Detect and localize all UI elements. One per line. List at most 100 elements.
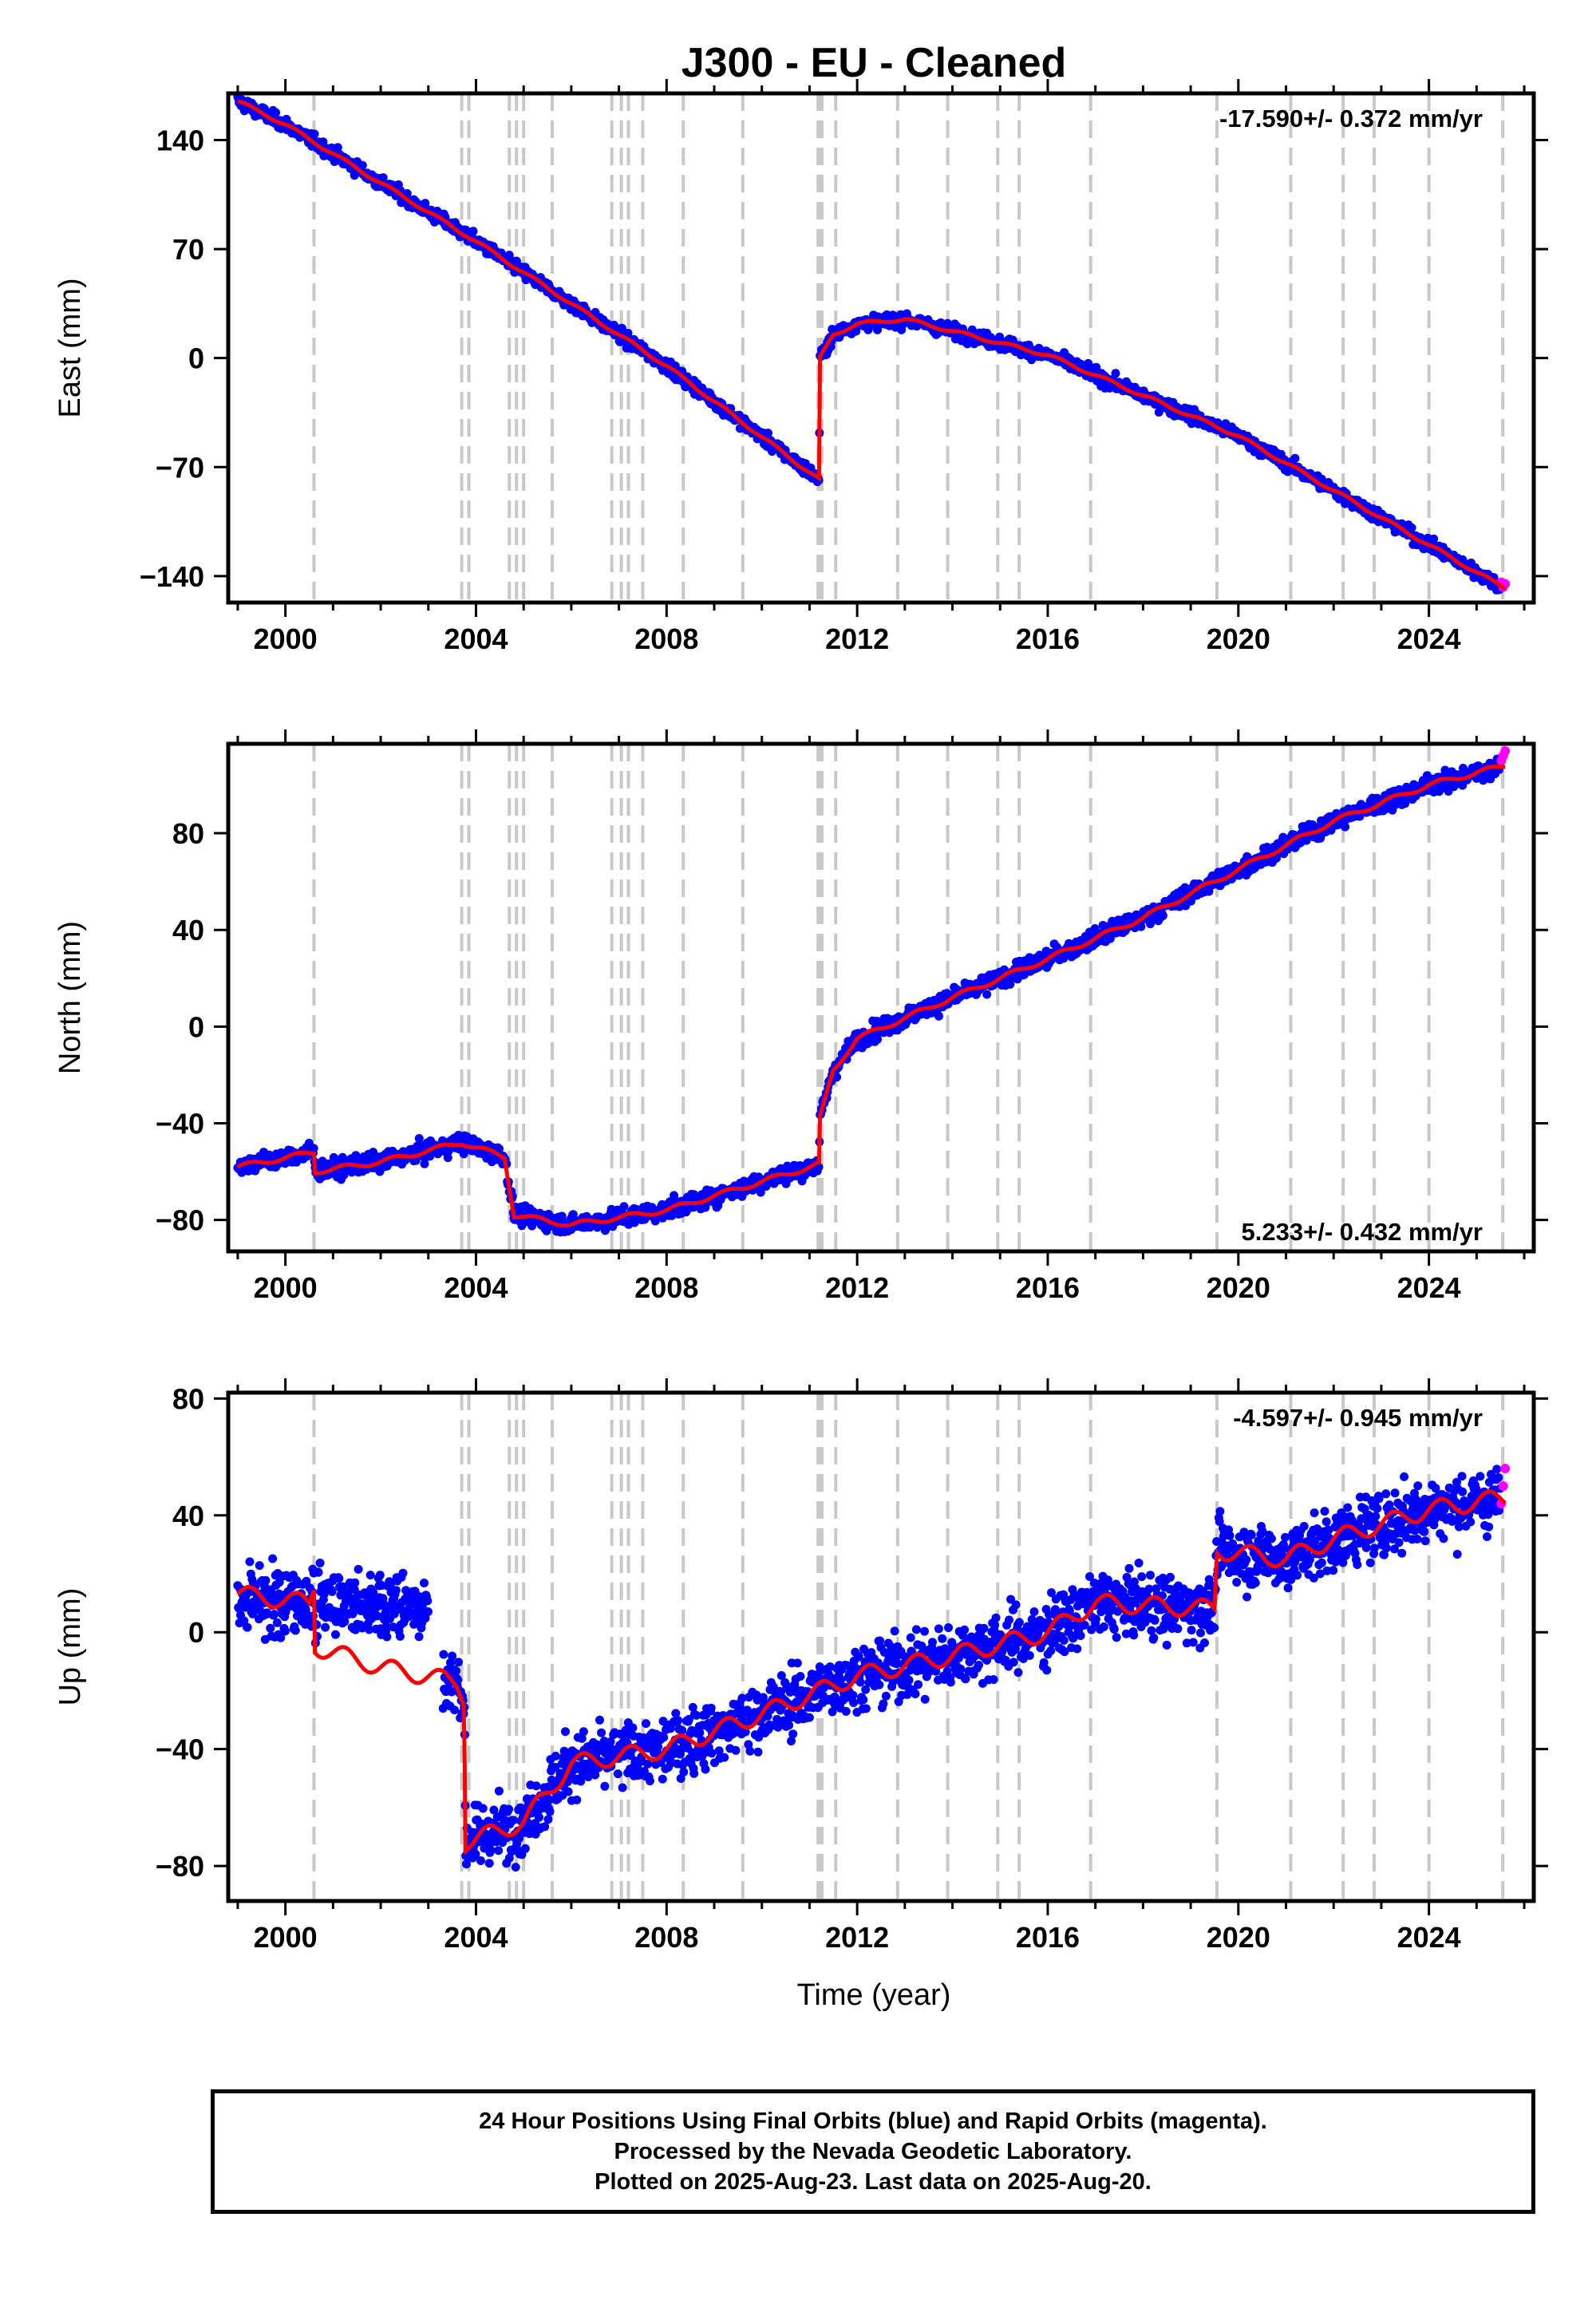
data-point [873,1034,883,1044]
data-point [443,1153,452,1163]
data-point [382,1632,392,1642]
data-point [1158,911,1167,920]
data-point [540,1822,550,1832]
data-point [684,1714,693,1724]
data-point [654,1742,663,1752]
x-tick-label: 2000 [254,1271,318,1304]
data-point [439,1650,448,1659]
data-point [369,1588,378,1597]
data-point [494,1786,504,1796]
data-point [1136,922,1146,931]
data-point [309,1144,318,1153]
data-point [486,1846,496,1855]
x-tick-label: 2012 [825,622,889,655]
data-point [395,1631,405,1641]
data-point [1111,369,1120,378]
x-tick-label: 2012 [825,1271,889,1304]
data-point [275,1578,284,1587]
data-point [350,1578,360,1587]
x-tick-label: 2000 [254,622,318,655]
data-point [1407,523,1416,532]
data-point [551,1751,560,1761]
data-point [764,429,772,438]
data-point [302,1576,311,1586]
data-point [643,1759,653,1769]
step-lines [312,93,1505,603]
data-point [836,1675,846,1684]
data-point [245,1557,255,1567]
panel-north: 2000 2004 2008 2012 2016 2020 202480400−40−80N… [53,729,1548,1304]
x-tick-label: 2016 [1016,622,1080,655]
x-tick-label: 2004 [444,1271,508,1304]
y-tick-label: −70 [156,451,204,484]
data-point [706,1703,716,1713]
data-point [452,1666,461,1676]
data-point [737,1694,747,1703]
data-point [424,1607,433,1616]
data-point [333,143,342,152]
data-point [1090,924,1100,933]
data-point [666,1724,675,1733]
data-point [423,1596,433,1606]
data-point [478,1804,488,1813]
data-point [248,1609,258,1618]
data-point [674,1716,683,1725]
data-point [784,1721,794,1730]
data-point [678,1725,687,1735]
step-lines [312,744,1505,1251]
data-point [365,1571,375,1580]
data-point [504,1804,514,1814]
data-point [741,1727,750,1737]
data-point [688,1702,697,1712]
data-point [340,1617,350,1626]
data-point [642,1719,650,1729]
rate-label: 5.233+/- 0.432 mm/yr [1242,1218,1483,1246]
model-line [237,99,1507,591]
data-point [462,1860,471,1869]
y-axis-label: North (mm) [53,921,87,1074]
data-point [692,1710,701,1720]
data-point [861,1685,871,1694]
data-point [595,1715,604,1725]
x-tick-label: 2004 [444,622,508,655]
x-tick-label: 2024 [1397,1271,1461,1304]
data-point [348,1609,358,1618]
data-point [321,1622,330,1632]
data-point [484,1859,494,1868]
data-point [816,1666,825,1675]
data-point [255,1561,264,1571]
data-point [494,1846,504,1856]
x-tick-label: 2020 [1207,622,1270,655]
data-point [420,1579,429,1587]
data-point [385,1580,395,1590]
y-axis-label: East (mm) [53,278,87,417]
data-point [695,1728,705,1737]
plot-frame [226,91,1536,605]
data-point [600,1781,610,1791]
rate-label: -17.590+/- 0.372 mm/yr [1219,105,1483,132]
data-point [563,1787,573,1796]
y-tick-label: 70 [172,233,204,266]
data-point [792,1658,802,1668]
data-point [414,1134,424,1143]
data-point [468,227,478,236]
data-point [334,1574,344,1583]
data-point [272,1618,282,1627]
data-point [714,1746,724,1756]
data-point [855,1678,865,1687]
y-tick-label: 80 [172,817,204,850]
y-tick-label: −140 [140,560,204,593]
data-point [1084,358,1093,368]
plot-frame [226,741,1536,1254]
data-point [290,1626,300,1635]
final-orbit-points [233,93,1511,595]
final-orbit-points [233,746,1511,1237]
data-point [744,1740,753,1749]
data-point [454,1658,463,1667]
data-point [543,1815,553,1824]
data-point [1341,822,1350,832]
data-point [266,1623,275,1633]
data-point [1429,534,1439,543]
data-point [391,1586,401,1595]
